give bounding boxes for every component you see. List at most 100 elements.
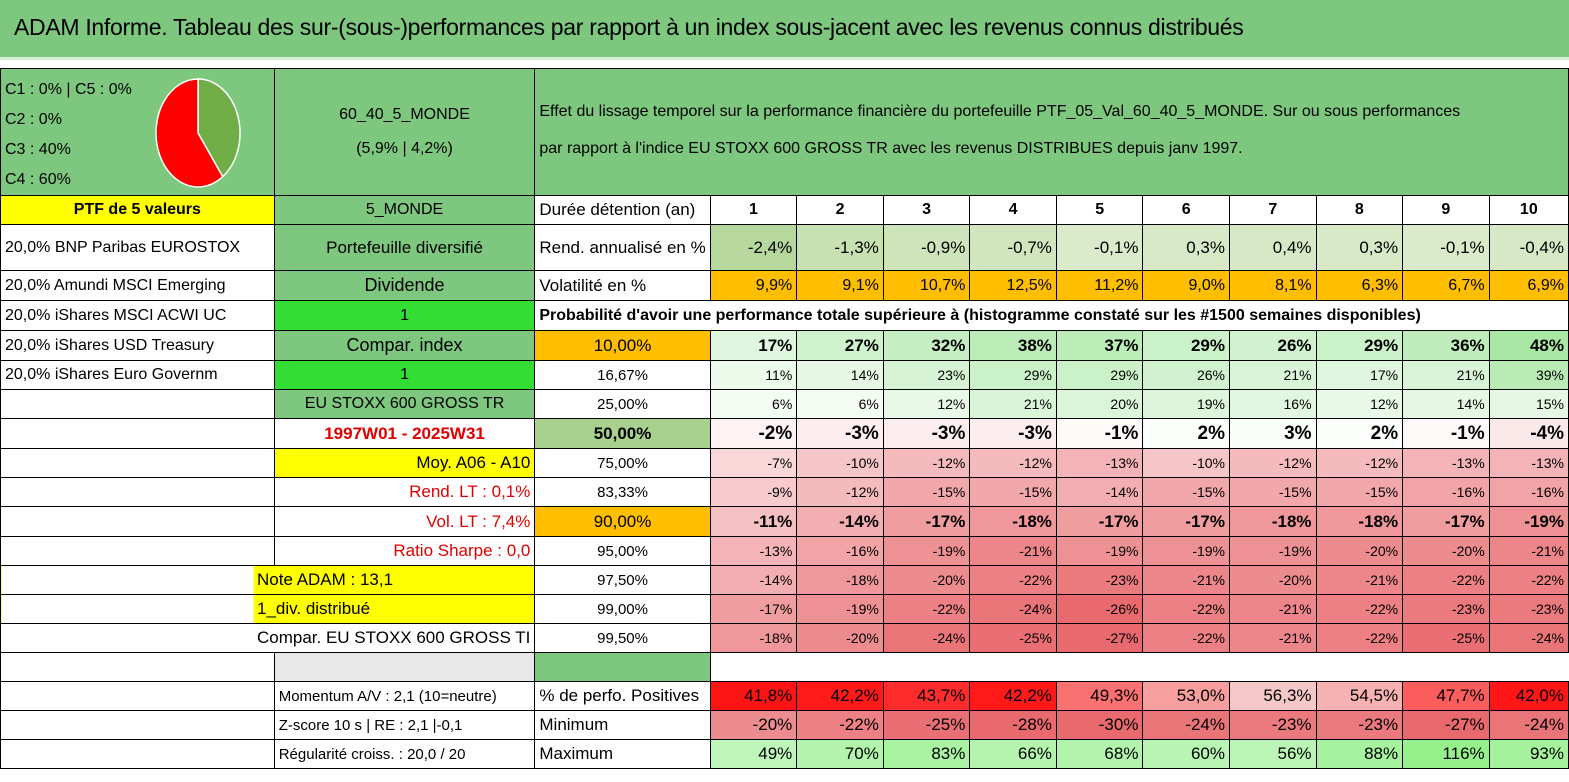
quantile-value: -20% [796,623,884,653]
quantile-value: 6% [796,389,884,419]
quantile-value: -10% [1142,448,1230,478]
quantile-value: -17% [1142,506,1230,537]
quantile-value: 17% [1315,360,1404,390]
year-header: 6 [1142,195,1230,225]
minimum-value: -23% [1315,710,1404,740]
empty-cell [1489,300,1569,331]
quantile-value: -10% [796,448,884,478]
volatility-value: 9,0% [1142,270,1230,301]
positives-value: 49,3% [1055,681,1144,711]
quantile-label: 99,50% [534,623,711,653]
positives-value: 53,0% [1142,681,1230,711]
annual-return-label: Rend. annualisé en % [534,224,711,271]
minimum-value: -23% [1229,710,1317,740]
positives-label: % de perfo. Positives [534,681,711,711]
empty-cell [273,652,536,682]
positives-row: Momentum A/V : 2,1 (10=neutre)% de perfo… [0,681,1569,711]
quantile-value: -22% [1142,594,1230,624]
portfolio-stats: (5,9% | 4,2%) [356,140,453,157]
maximum-value: 68% [1055,739,1144,769]
allocation-labels: C1 : 0% | C5 : 0% C2 : 0% C3 : 40% C4 : … [5,75,132,195]
quantile-value: -25% [1402,623,1490,653]
year-header: 3 [882,195,971,225]
maximum-row: Régularité croiss. : 20,0 / 20 Maximum 49%… [0,739,1569,769]
minimum-value: -24% [1142,710,1230,740]
quantile-value: -17% [882,506,971,537]
annual-return-value: -1,3% [796,224,884,271]
annual-return-value: -0,1% [1402,224,1490,271]
quantile-value: 32% [882,330,971,361]
pie-slice-c3 [197,78,241,178]
quantile-value: -4% [1488,418,1569,449]
annual-return-row: 20,0% BNP Paribas EUROSTOX Portefeuille d… [0,224,1569,271]
quantile-value: 6% [709,389,798,419]
quantile-label: 75,00% [534,448,711,478]
maximum-value: 70% [796,739,884,769]
quantile-value: 29% [969,360,1057,390]
quantile-value: -1% [1055,418,1144,449]
quantile-value: -1% [1402,418,1490,449]
quantile-value: 11% [709,360,798,390]
quantile-value: -15% [1315,477,1404,507]
quantile-value: -15% [1142,477,1230,507]
quantile-value: 19% [1142,389,1230,419]
long-term-volatility: Vol. LT : 7,4% [273,506,536,537]
index-name: EU STOXX 600 GROSS TR [273,389,536,419]
quantile-value: -19% [1229,536,1317,566]
quantile-value: -12% [882,448,971,478]
empty-cell [0,448,275,478]
dividend-label: Dividende [273,270,536,301]
index-flag: 1 [273,300,536,331]
empty-cell [0,681,275,711]
maximum-label: Maximum [534,739,711,769]
long-term-return: Rend. LT : 0,1% [273,477,536,507]
quantile-value: -16% [796,536,884,566]
quantile-value: -18% [1315,506,1404,537]
description-cell: Effet du lissage temporel sur la perform… [534,68,1569,196]
quantile-label: 90,00% [534,506,711,537]
holding-item: 20,0% BNP Paribas EUROSTOX [0,224,275,271]
positives-value: 47,7% [1402,681,1490,711]
probability-label: Probabilité d'avoir une performance tota… [534,300,1490,331]
quantile-value: 36% [1402,330,1490,361]
quantile-label: 16,67% [534,360,711,390]
duration-label: Durée détention (an) [534,195,711,225]
quantile-label: 95,00% [534,536,711,566]
quantile-value: -22% [969,565,1057,595]
quantile-label: 97,50% [534,565,711,595]
quantile-row: Compar. EU STOXX 600 GROSS TI 99,50% -18% -… [0,623,1569,653]
quantile-value: -13% [1055,448,1144,478]
comparison-label: Compar. EU STOXX 600 GROSS TI [0,623,536,653]
holding-item: 20,0% iShares Euro Governm [0,360,275,390]
quantile-value: -18% [709,623,798,653]
quantile-value: -21% [1229,623,1317,653]
quantile-value: 14% [796,360,884,390]
minimum-value: -24% [1488,710,1569,740]
quantile-value: -20% [1229,565,1317,595]
empty-cell [0,652,275,682]
quantile-value: 37% [1055,330,1144,361]
quantile-value: -17% [1055,506,1144,537]
index-flag: 1 [273,360,536,390]
quantile-value: -20% [882,565,971,595]
maximum-value: 116% [1402,739,1490,769]
minimum-row: Z-score 10 s | RE : 2,1 |-0,1 Minimum -20%… [0,710,1569,740]
quantile-value: -24% [969,594,1057,624]
quantile-value: -21% [969,536,1057,566]
minimum-value: -27% [1402,710,1490,740]
header-row: C1 : 0% | C5 : 0% C2 : 0% C3 : 40% C4 : … [0,68,1569,196]
annual-return-value: -0,1% [1055,224,1144,271]
maximum-value: 60% [1142,739,1230,769]
compar-index-label: Compar. index [273,330,536,361]
quantile-value: -22% [1315,623,1404,653]
maximum-value: 83% [882,739,971,769]
quantile-row: Note ADAM : 13,1 97,50% -14% -18% -20% -22% -2… [0,565,1569,595]
spacer-row [0,652,1569,682]
quantile-value: 29% [1055,360,1144,390]
quantile-value: -23% [1488,594,1569,624]
quantile-value: -12% [969,448,1057,478]
portfolio-short-name: 5_MONDE [273,195,536,225]
quantile-row: Rend. LT : 0,1% 83,33% -9% -12% -15% -15% -14%… [0,477,1569,507]
volatility-label: Volatilité en % [534,270,711,301]
quantile-value: -22% [1402,565,1490,595]
